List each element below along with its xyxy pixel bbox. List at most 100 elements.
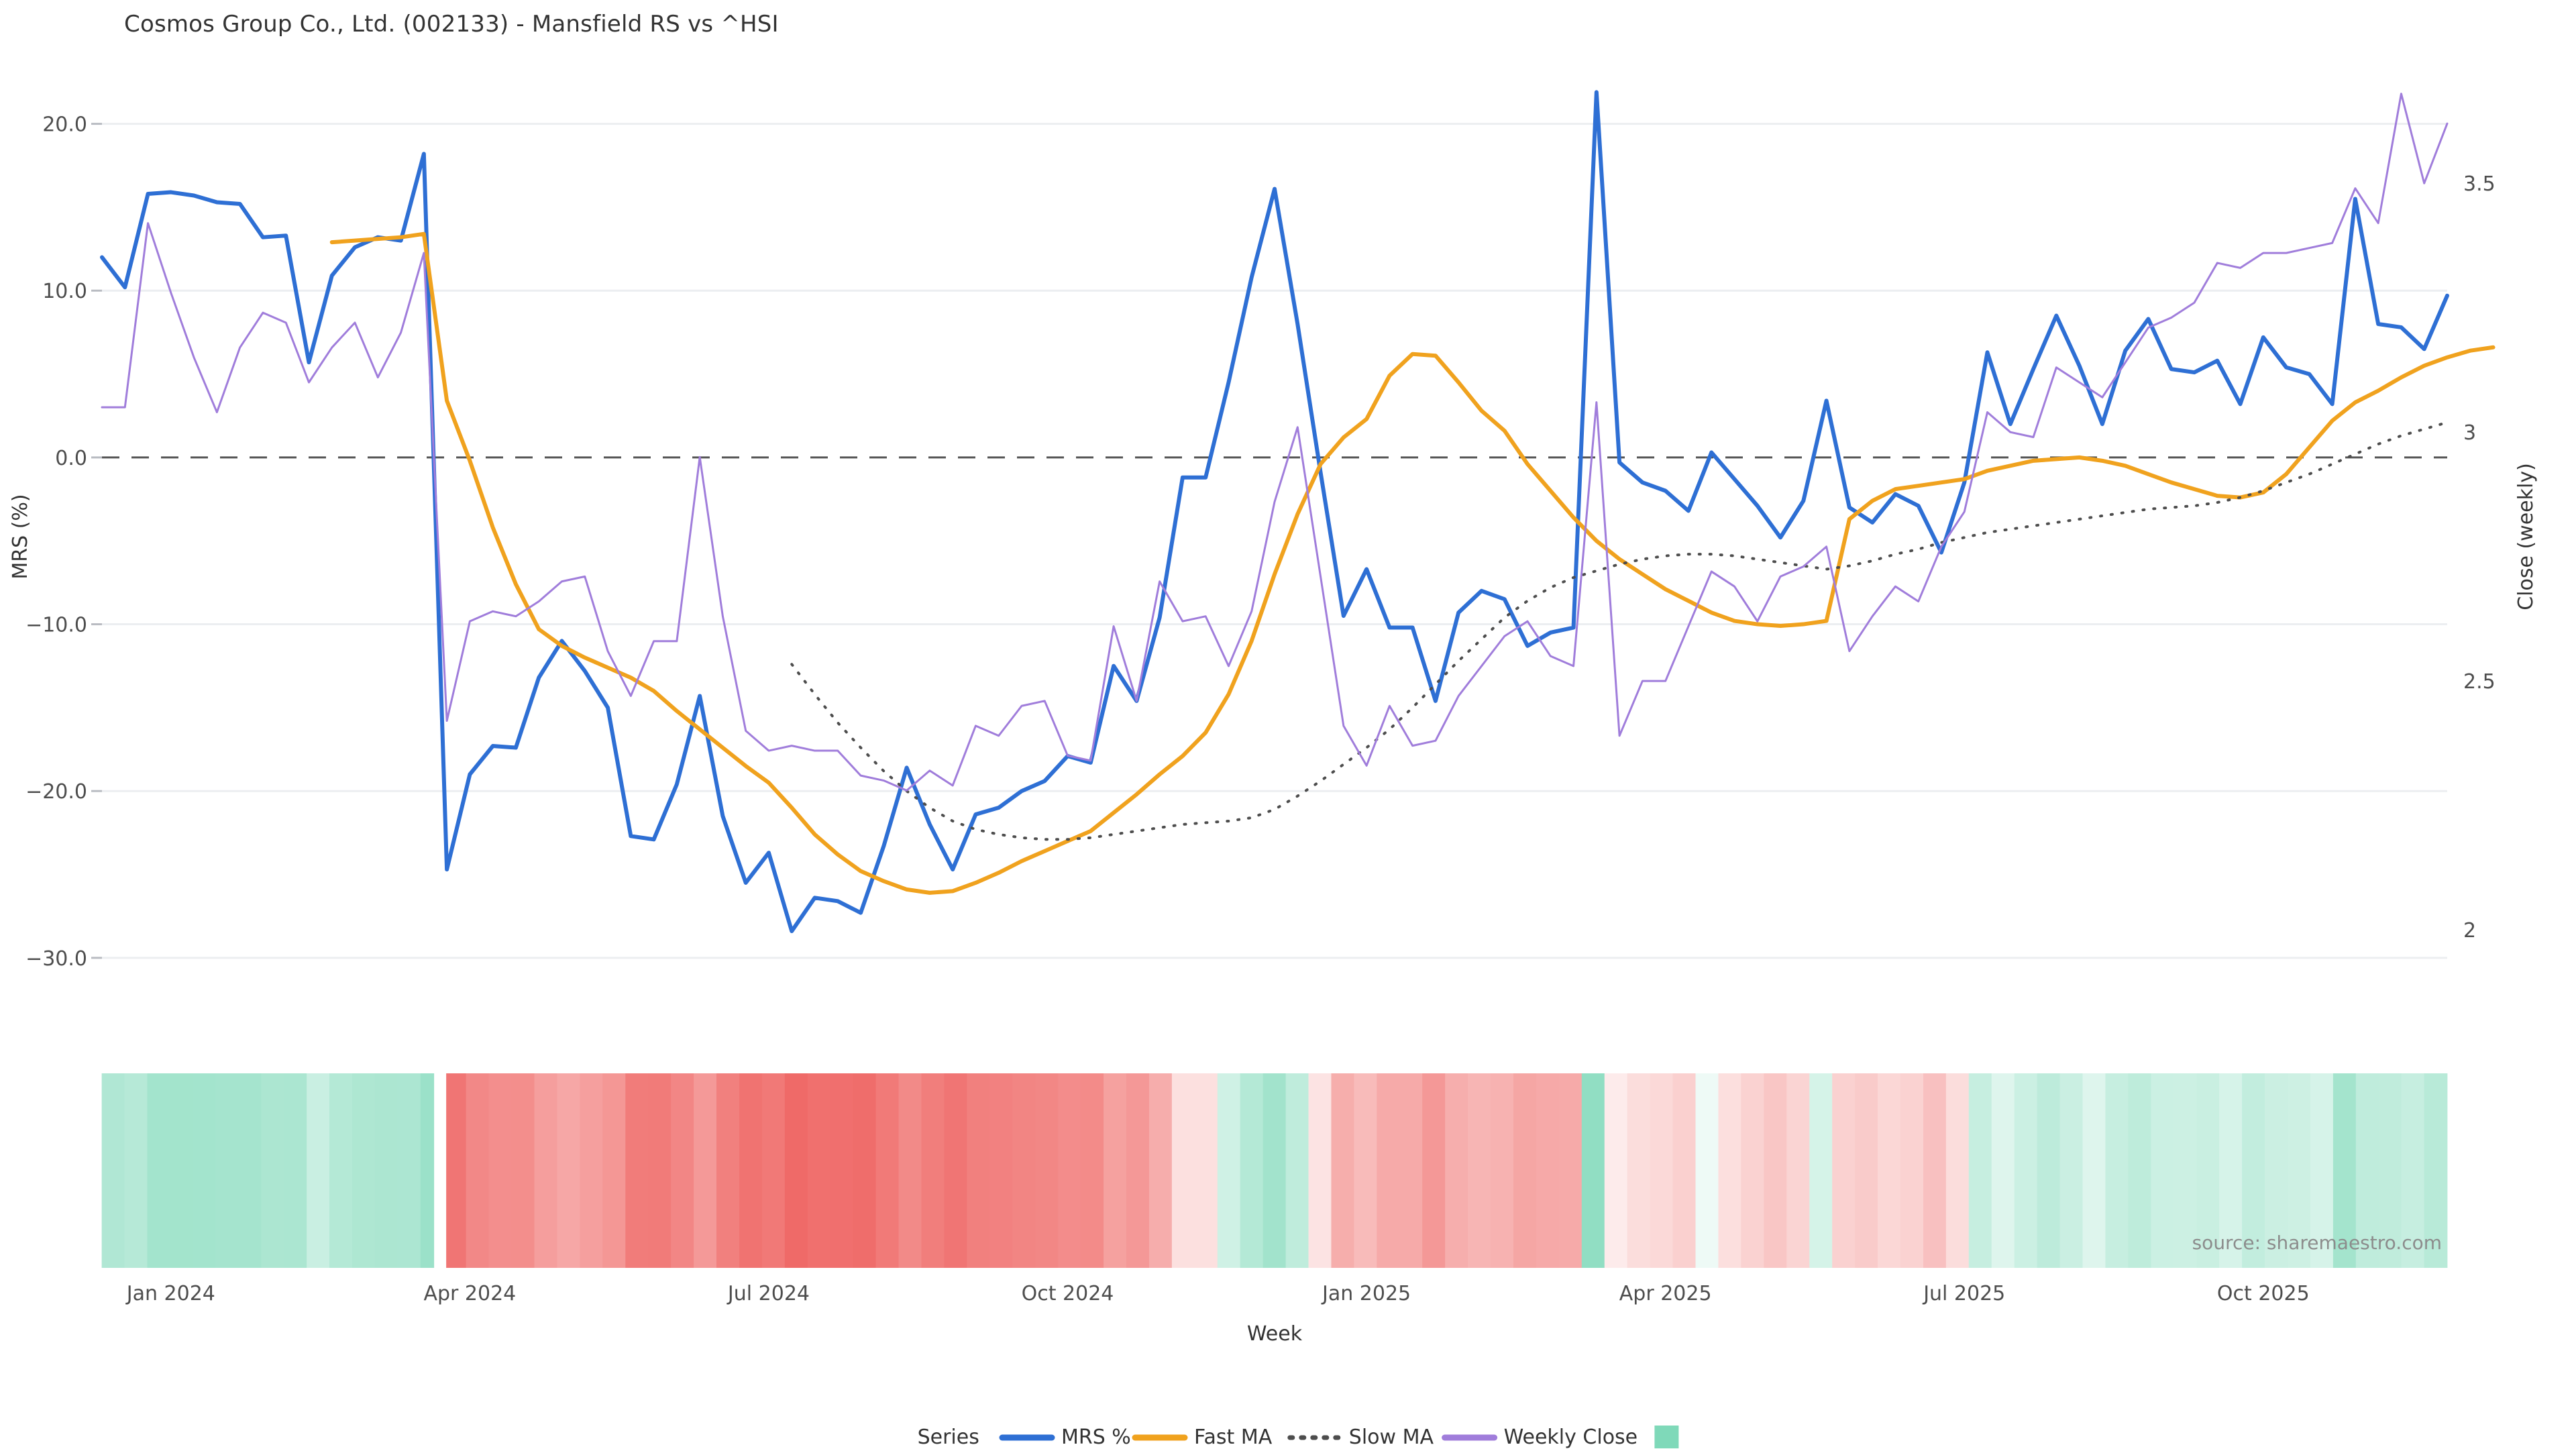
heatmap-cell <box>2014 1073 2038 1268</box>
heatmap-cell <box>625 1073 649 1268</box>
heatmap-cell <box>124 1073 148 1268</box>
heatmap-cell <box>853 1073 877 1268</box>
series-lines <box>100 90 2496 934</box>
heatmap-cell <box>1354 1073 1378 1268</box>
mrs-heatmap-strip <box>101 1073 2448 1268</box>
x-axis-ticks: Jan 2024 Apr 2024 Jul 2024 Oct 2024 Jan 2025… <box>125 1282 2310 1305</box>
heatmap-cell <box>784 1073 808 1268</box>
x-axis-tick-label: Oct 2024 <box>1022 1282 1114 1305</box>
heatmap-cell <box>1945 1073 1970 1268</box>
x-axis-tick-label: Apr 2024 <box>423 1282 516 1305</box>
y-axis-right-tick-label: 3 <box>2463 421 2476 445</box>
heatmap-cell <box>989 1073 1014 1268</box>
x-axis-tick-label: Apr 2025 <box>1619 1282 1712 1305</box>
legend-item-label[interactable]: Slow MA <box>1349 1426 1434 1449</box>
heatmap-cell <box>1558 1073 1582 1268</box>
heatmap-cell <box>1855 1073 1878 1268</box>
heatmap-cell <box>898 1073 922 1268</box>
heatmap-cell <box>238 1073 262 1268</box>
legend-item-label[interactable]: Weekly Close <box>1504 1426 1638 1449</box>
heatmap-cell <box>1695 1073 1719 1268</box>
heatmap-cell <box>2128 1073 2152 1268</box>
y-axis-left-title: MRS (%) <box>9 494 32 579</box>
heatmap-cell <box>1035 1073 1059 1268</box>
heatmap-cell <box>921 1073 945 1268</box>
heatmap-cell <box>2355 1073 2379 1268</box>
source-label: source: sharemaestro.com <box>2192 1232 2442 1254</box>
heatmap-cell <box>1126 1073 1150 1268</box>
heatmap-cell <box>2037 1073 2061 1268</box>
y-axis-left-ticks: 20.0 10.0 0.0 −10.0 −20.0 −30.0 <box>25 113 102 971</box>
x-axis-tick-label: Oct 2025 <box>2217 1282 2310 1305</box>
heatmap-cell <box>830 1073 854 1268</box>
heatmap-cell <box>215 1073 239 1268</box>
grid-lines <box>102 123 2447 959</box>
legend-item-label[interactable]: MRS % <box>1061 1426 1131 1449</box>
heatmap-cell <box>1536 1073 1560 1268</box>
heatmap-cell <box>2059 1073 2084 1268</box>
heatmap-cell <box>1399 1073 1424 1268</box>
heatmap-cell <box>1081 1073 1104 1268</box>
heatmap-cell <box>1650 1073 1674 1268</box>
heatmap-cell <box>1878 1073 1901 1268</box>
heatmap-cell <box>739 1073 763 1268</box>
series-line-mrs <box>100 90 2449 934</box>
y-axis-right-ticks: 3.5 3 2.5 2 <box>2463 172 2496 943</box>
y-axis-left-tick-label: 0.0 <box>55 447 87 470</box>
heatmap-cell <box>488 1073 513 1268</box>
y-axis-right-tick-label: 3.5 <box>2463 172 2496 196</box>
axis-titles: MRS (%) Close (weekly) Week <box>9 463 2538 1346</box>
heatmap-cell <box>329 1073 353 1268</box>
heatmap-cell <box>443 1073 467 1268</box>
heatmap-cell <box>694 1073 717 1268</box>
heatmap-cell <box>1968 1073 1992 1268</box>
legend-heatmap-swatch[interactable] <box>1654 1426 1679 1448</box>
heatmap-cell <box>170 1073 194 1268</box>
x-axis-tick-label: Jan 2024 <box>125 1282 215 1305</box>
heatmap-cell <box>307 1073 330 1268</box>
series-line-slow-ma <box>790 421 2449 841</box>
heatmap-cell <box>967 1073 991 1268</box>
heatmap-cell <box>2174 1073 2198 1268</box>
heatmap-cell <box>807 1073 831 1268</box>
heatmap-cell <box>944 1073 968 1268</box>
heatmap-cell <box>1012 1073 1036 1268</box>
heatmap-cell <box>1217 1073 1241 1268</box>
heatmap-cell <box>511 1073 535 1268</box>
heatmap-cell <box>534 1073 558 1268</box>
heatmap-cell <box>2378 1073 2402 1268</box>
heatmap-cell <box>2196 1073 2220 1268</box>
heatmap-gap <box>434 1073 447 1268</box>
heatmap-cell <box>374 1073 398 1268</box>
heatmap-cell <box>2265 1073 2288 1268</box>
page-title: Cosmos Group Co., Ltd. (002133) - Mansfi… <box>124 11 779 38</box>
heatmap-cell <box>602 1073 627 1268</box>
chart-legend[interactable]: Series MRS % Fast MA Slow MA Weekly Close <box>918 1426 1679 1449</box>
heatmap-cell <box>1764 1073 1788 1268</box>
heatmap-cell <box>1263 1073 1287 1268</box>
heatmap-cell <box>1991 1073 2015 1268</box>
y-axis-left-tick-label: −30.0 <box>25 947 87 971</box>
heatmap-cell <box>2105 1073 2129 1268</box>
heatmap-cell <box>1058 1073 1081 1268</box>
x-axis-tick-label: Jan 2025 <box>1321 1282 1411 1305</box>
y-axis-left-tick-label: 10.0 <box>42 280 87 303</box>
heatmap-cell <box>2151 1073 2175 1268</box>
heatmap-cell <box>648 1073 672 1268</box>
heatmap-cell <box>466 1073 490 1268</box>
heatmap-cell <box>1581 1073 1605 1268</box>
legend-item-label[interactable]: Fast MA <box>1194 1426 1273 1449</box>
heatmap-cell <box>580 1073 604 1268</box>
heatmap-cell <box>1604 1073 1628 1268</box>
x-axis-tick-label: Jul 2025 <box>1922 1282 2005 1305</box>
heatmap-cell <box>284 1073 307 1268</box>
heatmap-cell <box>1445 1073 1468 1268</box>
heatmap-cell <box>1672 1073 1697 1268</box>
heatmap-cell <box>2424 1073 2448 1268</box>
heatmap-cell <box>1900 1073 1924 1268</box>
heatmap-cell <box>1786 1073 1811 1268</box>
y-axis-left-tick-label: −20.0 <box>25 780 87 804</box>
x-axis-title: Week <box>1247 1322 1303 1346</box>
series-line-fast-ma <box>329 231 2496 895</box>
